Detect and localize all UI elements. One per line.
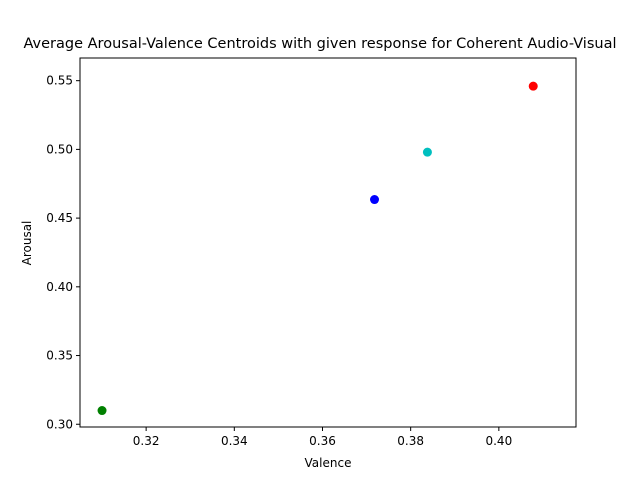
plot-points [97, 81, 538, 416]
data-point [97, 406, 107, 416]
x-tick-label: 0.40 [485, 434, 512, 448]
x-tick-label: 0.34 [221, 434, 248, 448]
data-point [528, 81, 538, 91]
plot-frame [79, 57, 577, 428]
y-tick-label: 0.50 [46, 142, 73, 156]
chart-title: Average Arousal-Valence Centroids with g… [23, 36, 616, 52]
y-axis-label: Arousal [20, 221, 34, 266]
y-tick-label: 0.40 [46, 280, 73, 294]
y-tick-label: 0.35 [46, 349, 73, 363]
x-axis-ticks: 0.32 0.34 0.36 0.38 0.40 [133, 427, 512, 448]
y-axis-ticks: 0.30 0.35 0.40 0.45 0.50 0.55 [46, 74, 80, 431]
y-tick-label: 0.30 [46, 417, 73, 431]
x-tick-label: 0.38 [397, 434, 424, 448]
data-point [422, 147, 432, 157]
x-axis-label: Valence [305, 456, 352, 470]
x-tick-label: 0.32 [133, 434, 160, 448]
y-tick-label: 0.55 [46, 74, 73, 88]
x-tick-label: 0.36 [309, 434, 336, 448]
data-point [370, 195, 380, 205]
y-tick-label: 0.45 [46, 211, 73, 225]
